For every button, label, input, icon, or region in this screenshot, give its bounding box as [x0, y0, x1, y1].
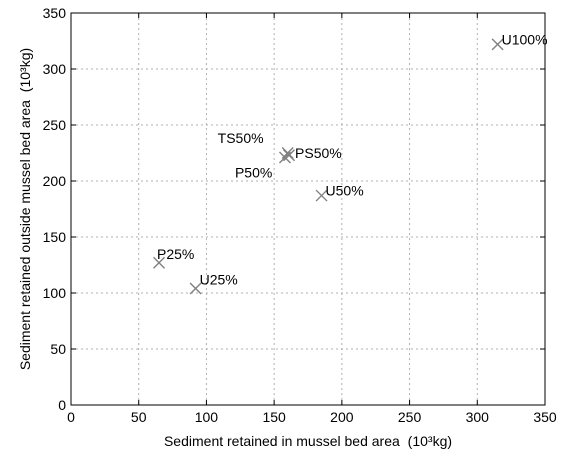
- x-axis-label-unit: (10³kg): [408, 433, 452, 449]
- point-marker: [278, 151, 291, 164]
- point-label: TS50%: [218, 130, 264, 146]
- x-tick-label: 350: [533, 409, 557, 425]
- point-marker: [315, 189, 328, 202]
- data-point: P50%: [235, 151, 291, 180]
- y-tick-label: 350: [43, 5, 67, 21]
- x-tick-label: 250: [398, 409, 422, 425]
- y-axis-label: Sediment retained outside mussel bed are…: [17, 48, 33, 370]
- x-tick-label: 200: [330, 409, 354, 425]
- point-label: U50%: [326, 183, 364, 199]
- y-tick-label: 300: [43, 61, 67, 77]
- point-label: P50%: [235, 164, 272, 180]
- point-label: PS50%: [295, 145, 342, 161]
- y-tick-label: 50: [50, 341, 66, 357]
- point-marker: [153, 256, 166, 269]
- data-point: PS50%: [283, 145, 342, 162]
- plot-frame: [70, 12, 546, 406]
- x-tick-label: 0: [67, 409, 75, 425]
- grid-lines: [71, 13, 545, 405]
- data-point: U100%: [491, 31, 548, 51]
- x-axis-label: Sediment retained in mussel bed area (10…: [164, 433, 452, 449]
- x-tick-label: 150: [262, 409, 286, 425]
- point-marker: [283, 149, 296, 162]
- point-marker: [189, 282, 202, 295]
- x-tick-label: 100: [195, 409, 219, 425]
- y-axis-label-unit: (10³kg): [17, 48, 33, 92]
- y-axis-label-text: Sediment retained outside mussel bed are…: [17, 100, 33, 370]
- point-label: U25%: [200, 272, 238, 288]
- x-axis-label-text: Sediment retained in mussel bed area: [164, 433, 400, 449]
- data-point: U50%: [315, 183, 364, 202]
- point-label: U100%: [502, 31, 548, 47]
- y-tick-label: 150: [43, 229, 67, 245]
- y-tick-label: 100: [43, 285, 67, 301]
- point-marker: [491, 38, 504, 51]
- data-point: P25%: [153, 246, 194, 269]
- x-tick-label: 300: [466, 409, 490, 425]
- y-tick-label: 0: [58, 397, 66, 413]
- axis-ticks: 0 50 100 150 200 250 300 350 0 50 100 150 200 250 300 3…: [43, 5, 557, 425]
- y-tick-label: 250: [43, 117, 67, 133]
- data-point: U25%: [189, 272, 238, 295]
- y-tick-label: 200: [43, 173, 67, 189]
- point-label: P25%: [157, 246, 194, 262]
- data-points: U100% TS50% PS50% P50% U50% P25% U25%: [153, 31, 548, 295]
- x-tick-label: 50: [131, 409, 147, 425]
